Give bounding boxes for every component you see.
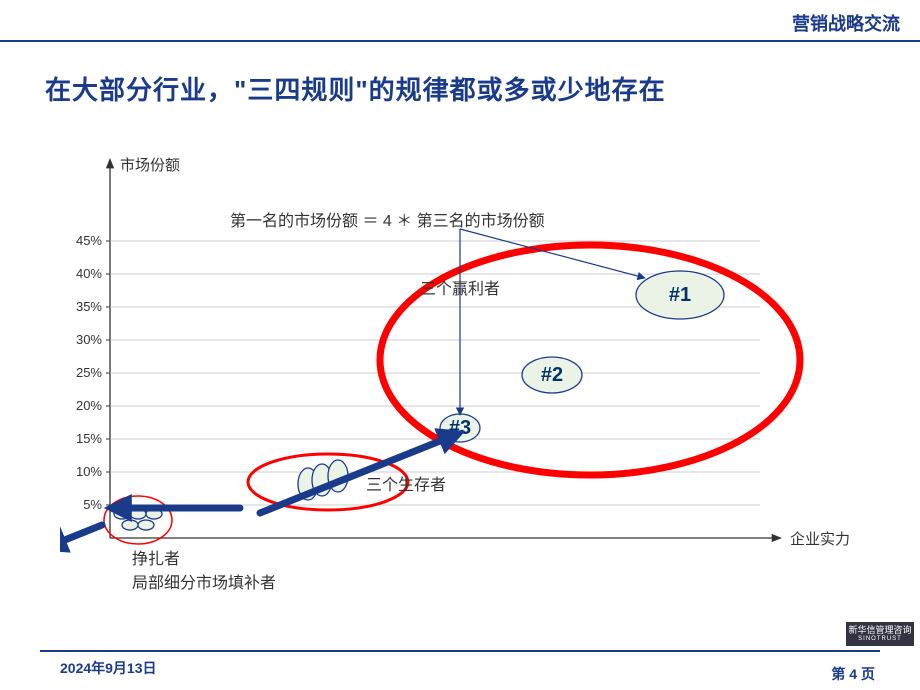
chart: 市场份额 企业实力 5% 10% 15% 20% 25% 30% 35% 40% 45% #1 #… (60, 140, 860, 620)
svg-text:15%: 15% (76, 431, 102, 446)
winners-label: 三个赢利者 (420, 280, 500, 298)
strugglers-ring (104, 496, 172, 544)
svg-text:30%: 30% (76, 332, 102, 347)
footer-date: 2024年9月13日 (60, 658, 157, 678)
svg-text:35%: 35% (76, 299, 102, 314)
survivors-label: 三个生存者 (366, 476, 446, 494)
svg-text:45%: 45% (76, 233, 102, 248)
strugglers-bubbles (114, 509, 162, 530)
brand-logo: 新华信管理咨询 SINOTRUST (846, 622, 914, 646)
header-divider (0, 40, 920, 42)
svg-text:5%: 5% (83, 497, 102, 512)
footer-page: 第 4 页 (831, 664, 875, 684)
header-label: 营销战略交流 (792, 10, 900, 36)
x-axis-label: 企业实力 (790, 530, 850, 548)
svg-text:#1: #1 (669, 284, 691, 306)
svg-text:40%: 40% (76, 266, 102, 281)
strugglers-label: 挣扎者 (132, 550, 180, 568)
svg-text:#2: #2 (541, 364, 563, 386)
svg-text:25%: 25% (76, 365, 102, 380)
y-axis-label: 市场份额 (120, 157, 180, 174)
strugglers-label2: 局部细分市场填补者 (132, 574, 276, 592)
footer-divider (40, 650, 880, 652)
annotation-formula: 第一名的市场份额 ＝ 4 ＊ 第三名的市场份额 (230, 212, 545, 230)
page-title: 在大部分行业，"三四规则"的规律都或多或少地存在 (45, 70, 666, 107)
svg-text:10%: 10% (76, 464, 102, 479)
chart-svg: 市场份额 企业实力 5% 10% 15% 20% 25% 30% 35% 40% 45% #1 #… (60, 140, 860, 620)
svg-text:20%: 20% (76, 398, 102, 413)
logo-line2: SINOTRUST (858, 636, 902, 643)
logo-line1: 新华信管理咨询 (848, 626, 911, 636)
